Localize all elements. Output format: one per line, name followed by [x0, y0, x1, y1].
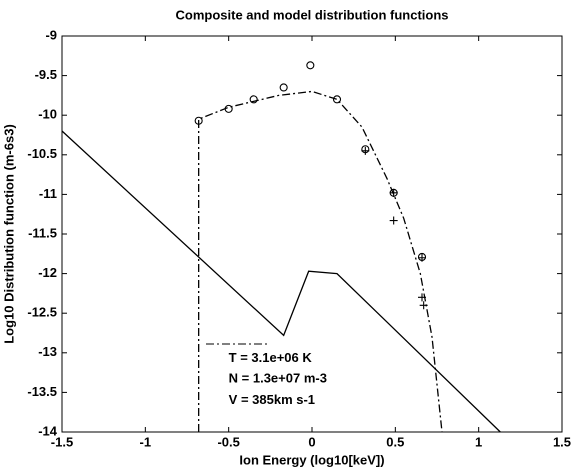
circle-marker [279, 83, 288, 92]
circle-marker [332, 95, 342, 104]
x-tick-label: -1.5 [51, 434, 73, 449]
y-tick-label: -13.5 [27, 384, 57, 399]
y-tick-label: -12.5 [27, 305, 57, 320]
x-tick-label: -1 [140, 434, 152, 449]
x-tick-label: 0.5 [386, 434, 404, 449]
circle-marker [224, 104, 233, 113]
annotation: T = 3.1e+06 K [229, 350, 313, 365]
y-tick-label: -14 [38, 423, 58, 438]
plus-marker [389, 216, 398, 225]
y-tick-label: -9.5 [35, 67, 57, 82]
circle-marker [194, 116, 203, 125]
data-line [198, 90, 443, 433]
y-tick-label: -10.5 [27, 146, 57, 161]
circle-marker [249, 95, 258, 104]
annotation: N = 1.3e+07 m-3 [229, 370, 327, 385]
y-tick-label: -11.5 [28, 225, 57, 240]
plus-marker [419, 301, 428, 310]
x-axis-label: Ion Energy (log10[keV]) [239, 452, 384, 467]
y-tick-label: -9 [45, 27, 57, 42]
y-tick-label: -11 [39, 186, 57, 201]
x-tick-label: 0 [308, 434, 315, 449]
y-tick-label: -10 [38, 107, 57, 122]
plus-marker [418, 293, 426, 302]
plus-marker [389, 188, 398, 197]
data-line [61, 130, 501, 433]
plus-marker [361, 146, 370, 155]
x-tick-label: 1.5 [553, 434, 571, 449]
plus-marker [418, 253, 426, 262]
y-axis-label: Log10 Distribution function (m-6s3) [1, 124, 16, 344]
y-tick-label: -12 [38, 265, 57, 280]
x-tick-label: -0.5 [217, 434, 239, 449]
chart-title: Composite and model distribution functio… [176, 7, 449, 22]
x-tick-label: 1 [475, 434, 482, 449]
y-tick-label: -13 [38, 344, 57, 359]
circle-marker [306, 61, 315, 70]
annotation: V = 385km s-1 [229, 392, 315, 407]
